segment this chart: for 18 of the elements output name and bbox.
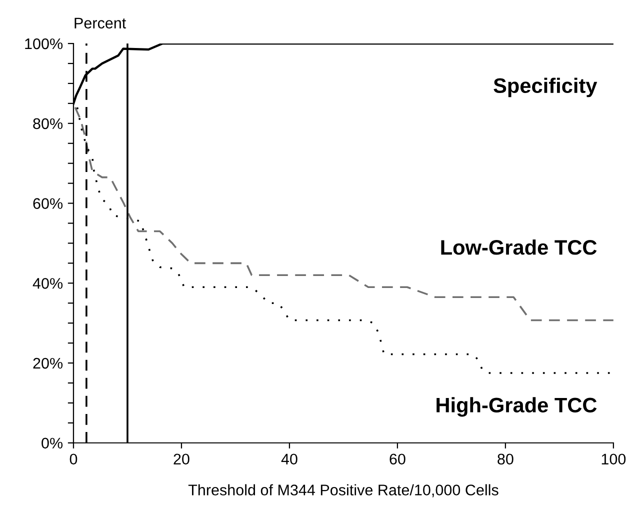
x-tick-label: 60: [390, 454, 406, 465]
y-tick-label: 20%: [33, 358, 63, 369]
x-tick-label: 20: [174, 454, 190, 465]
series-label: High-Grade TCC: [436, 397, 597, 417]
y-tick-label: 80%: [33, 118, 63, 130]
y-tick-label: 40%: [32, 278, 63, 289]
series-label: Specificity: [494, 78, 598, 98]
y-tick-label: 0%: [42, 438, 63, 449]
x-tick-label: 0: [70, 454, 78, 465]
x-tick-label: 40: [281, 454, 298, 465]
text: Low-Grade TCC: [441, 239, 597, 255]
x-tick-label: 100: [602, 454, 626, 465]
y-axis-title: Percent: [74, 18, 126, 29]
x-axis-title: Threshold of M344 Positive Rate/10,000 Cells: [188, 484, 498, 498]
y-tick-label: 100%: [25, 38, 63, 50]
x-tick-label: 80: [498, 454, 514, 465]
line-series: [74, 106, 614, 322]
y-tick-label: 60%: [33, 198, 63, 209]
